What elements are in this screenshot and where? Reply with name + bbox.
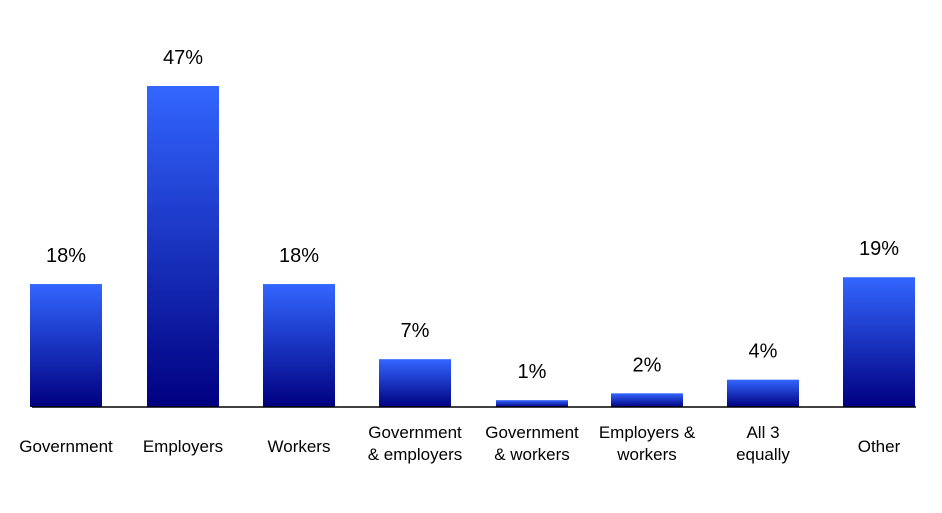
bar-value-label: 18% bbox=[46, 245, 86, 267]
category-label-line: Employers bbox=[143, 437, 223, 456]
category-label-line: Government bbox=[368, 423, 462, 442]
bar-group bbox=[30, 86, 915, 407]
bar bbox=[263, 284, 335, 407]
category-label: Employers bbox=[143, 437, 223, 456]
bar bbox=[496, 400, 568, 407]
category-label-line: & employers bbox=[368, 445, 462, 464]
bar-value-label: 47% bbox=[163, 47, 203, 69]
category-label: All 3 equally bbox=[736, 423, 790, 464]
category-label-group: Government Employers Workers Government & em… bbox=[19, 423, 900, 464]
category-label: Government bbox=[19, 437, 113, 456]
value-label-group: 18% 47% 18% 7% 1% 2% 4% 19% bbox=[46, 47, 899, 383]
category-label-line: Government bbox=[19, 437, 113, 456]
bar bbox=[611, 393, 683, 407]
category-label-line: Government bbox=[485, 423, 579, 442]
bar bbox=[147, 86, 219, 407]
bar-value-label: 19% bbox=[859, 238, 899, 260]
bar bbox=[379, 359, 451, 407]
category-label-line: Other bbox=[858, 437, 901, 456]
category-label: Government & employers bbox=[368, 423, 462, 464]
bar bbox=[30, 284, 102, 407]
bar-value-label: 18% bbox=[279, 245, 319, 267]
category-label: Government & workers bbox=[485, 423, 579, 464]
bar bbox=[727, 379, 799, 407]
category-label: Workers bbox=[268, 437, 331, 456]
category-label-line: equally bbox=[736, 445, 790, 464]
category-label-line: All 3 bbox=[746, 423, 779, 442]
bar-value-label: 4% bbox=[749, 341, 778, 363]
category-label-line: & workers bbox=[494, 445, 570, 464]
bar-value-label: 2% bbox=[633, 354, 662, 376]
bar-value-label: 1% bbox=[518, 361, 547, 383]
category-label: Employers & workers bbox=[599, 423, 696, 464]
bar bbox=[843, 277, 915, 407]
bar-value-label: 7% bbox=[401, 320, 430, 342]
category-label-line: Employers & bbox=[599, 423, 696, 442]
category-label-line: Workers bbox=[268, 437, 331, 456]
category-label: Other bbox=[858, 437, 901, 456]
category-label-line: workers bbox=[616, 445, 677, 464]
